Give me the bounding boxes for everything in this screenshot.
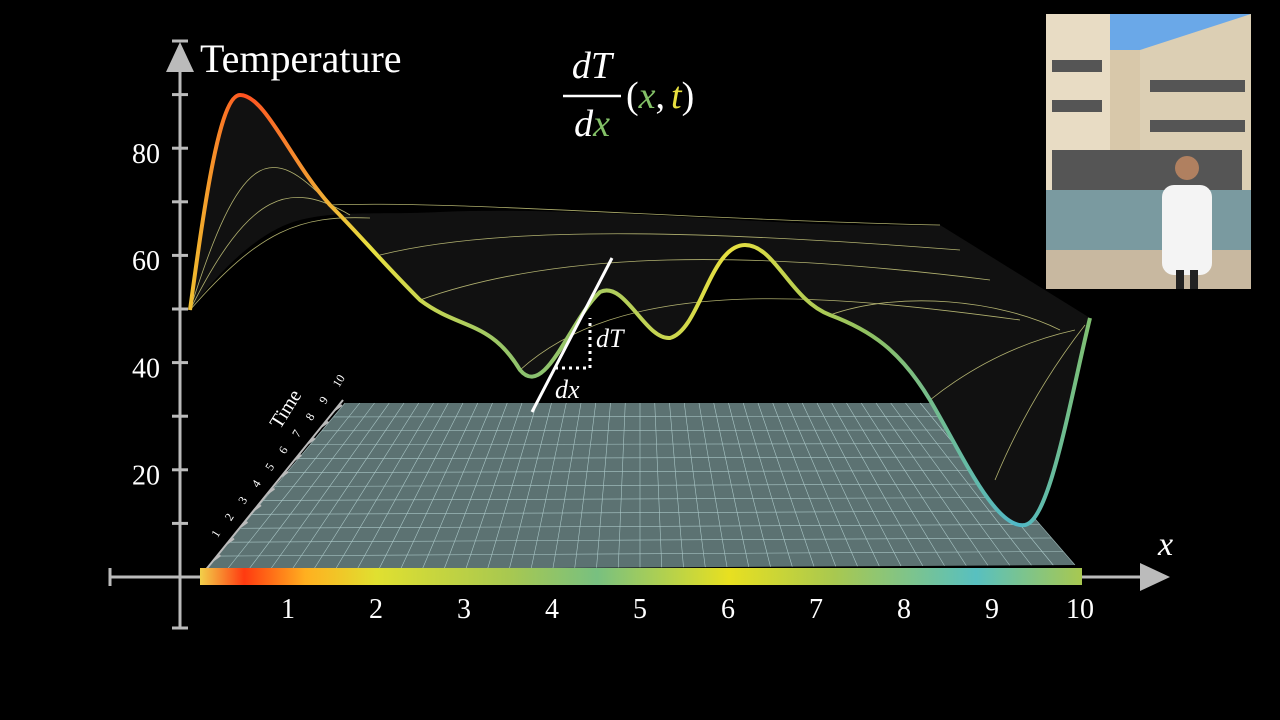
floor-grid-line <box>228 537 1052 543</box>
y-arrow <box>166 42 194 72</box>
y-tick-label: 40 <box>132 353 160 384</box>
time-tick <box>239 521 249 528</box>
comma: , <box>656 75 666 117</box>
time-tick-label: 9 <box>316 394 331 407</box>
time-tick-label: 1 <box>208 527 223 540</box>
formula-numerator: dT <box>572 45 615 87</box>
y-tick-label: 60 <box>132 246 160 277</box>
time-tick-label: 6 <box>276 444 291 457</box>
time-tick-label: 2 <box>222 511 237 524</box>
dT-label: dT <box>596 324 625 353</box>
time-tick <box>266 487 276 495</box>
surface <box>190 95 1090 526</box>
time-tick <box>226 537 235 545</box>
x-tick-label: 3 <box>457 594 471 625</box>
formula-args: (x, t) <box>626 75 694 117</box>
y-tick-label: 20 <box>132 461 160 492</box>
formula-denominator: dx <box>574 103 610 145</box>
arg-t: t <box>671 75 683 117</box>
floor-grid-line <box>274 483 1006 487</box>
y-ticks <box>172 39 188 630</box>
time-axis-label: Time <box>266 386 307 433</box>
tangent-line <box>530 257 614 413</box>
paren: ( <box>626 75 639 117</box>
color-bar <box>200 568 1082 585</box>
formula-d: d <box>574 103 594 145</box>
floor-grid-line <box>286 470 994 473</box>
time-tick <box>280 470 289 478</box>
x-tick-label: 6 <box>721 594 735 625</box>
formula-dx: x <box>592 103 610 145</box>
x-arrow <box>1140 563 1170 591</box>
x-axis-label: x <box>1157 526 1173 563</box>
time-tick <box>320 420 329 428</box>
floor-grid <box>204 402 1076 571</box>
time-tick <box>334 404 343 411</box>
x-tick-label: 10 <box>1066 594 1094 625</box>
x-tick-label: 7 <box>809 594 823 625</box>
webcam-inset <box>1046 14 1251 289</box>
dx-label: dx <box>555 375 580 404</box>
x-tick-label: 9 <box>985 594 999 625</box>
x-tick-label: 1 <box>281 594 295 625</box>
time-tick-label: 10 <box>330 372 348 390</box>
y-tick-label: 80 <box>132 139 160 170</box>
floor-grid-line <box>239 524 1041 529</box>
floor-grid-line <box>298 456 982 459</box>
floor-grid-line <box>309 443 971 446</box>
time-tick-label: 5 <box>262 461 277 474</box>
floor-grid-line <box>251 510 1029 515</box>
temperature-curve <box>188 92 1092 528</box>
time-tick-label: 3 <box>235 494 250 507</box>
time-tick-label: 4 <box>249 477 264 490</box>
x-tick-label: 5 <box>633 594 647 625</box>
floor-grid-line <box>321 429 959 432</box>
time-tick <box>307 437 316 445</box>
time-tick <box>212 554 222 562</box>
axis-title: Temperature <box>200 36 402 81</box>
time-tick <box>293 454 303 461</box>
paren: ) <box>682 75 695 117</box>
x-tick-label: 4 <box>545 594 559 625</box>
floor-grid-line <box>263 497 1017 501</box>
x-tick-label: 2 <box>369 594 383 625</box>
arg-x: x <box>638 75 656 117</box>
floor-grid-line <box>216 551 1064 557</box>
x-tick-label: 8 <box>897 594 911 625</box>
slope-triangle <box>555 318 592 370</box>
time-tick-label: 7 <box>289 427 304 440</box>
time-tick-label: 8 <box>303 410 318 423</box>
time-tick <box>253 504 262 512</box>
